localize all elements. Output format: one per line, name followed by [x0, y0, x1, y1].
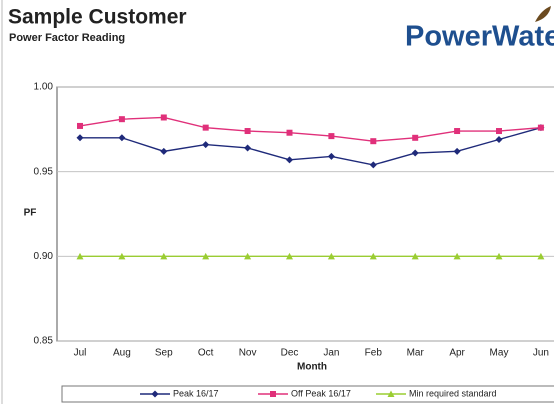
x-tick-label: Mar [407, 348, 425, 359]
y-tick-label: 1.00 [34, 82, 54, 93]
marker [76, 134, 84, 142]
series-line [80, 126, 542, 166]
logo-leaf [535, 6, 551, 22]
marker [244, 252, 252, 260]
marker [537, 124, 544, 131]
marker [244, 144, 252, 152]
x-axis-label: Month [297, 362, 327, 373]
y-axis-label: PF [24, 208, 37, 219]
marker [453, 147, 461, 155]
marker [369, 161, 377, 169]
marker [76, 252, 84, 260]
x-tick-label: Oct [198, 348, 214, 359]
x-tick-label: Apr [449, 348, 465, 359]
marker [270, 391, 276, 397]
marker [495, 135, 503, 143]
marker [412, 134, 419, 141]
x-tick-label: Sep [155, 348, 173, 359]
marker [495, 252, 503, 260]
marker [118, 134, 126, 142]
x-tick-label: Nov [239, 348, 257, 359]
y-tick-label: 0.90 [34, 251, 54, 262]
marker [286, 252, 293, 260]
x-tick-label: Jun [533, 348, 549, 359]
marker [286, 129, 293, 136]
marker [496, 128, 502, 135]
legend [61, 385, 554, 403]
legend-label: Off Peak 16/17 [291, 388, 351, 398]
marker [411, 252, 419, 260]
marker [160, 114, 167, 121]
marker [202, 124, 209, 131]
marker [118, 252, 126, 260]
marker [411, 149, 419, 157]
marker [244, 128, 251, 135]
x-tick-label: Feb [365, 348, 383, 359]
plot-area [56, 86, 554, 342]
logo: PowerWater [405, 21, 554, 53]
marker [327, 152, 335, 160]
marker [387, 390, 395, 397]
marker [369, 252, 377, 260]
y-tick-label: 0.95 [34, 166, 54, 177]
marker [453, 252, 461, 260]
x-tick-label: Dec [281, 348, 299, 359]
y-tick-label: 0.85 [34, 336, 54, 347]
legend-label: Min required standard [409, 388, 497, 398]
chart-subtitle: Power Factor Reading [9, 32, 125, 44]
marker [328, 133, 335, 140]
marker [370, 138, 377, 145]
marker [118, 116, 125, 123]
x-tick-label: Jan [323, 348, 339, 359]
marker [202, 252, 210, 260]
x-tick-label: Aug [113, 348, 131, 359]
marker [77, 122, 83, 129]
marker [151, 390, 159, 398]
marker [327, 252, 335, 260]
marker [160, 147, 168, 155]
x-tick-label: Jul [74, 348, 87, 359]
chart-title: Sample Customer [8, 6, 187, 29]
marker [537, 252, 545, 260]
x-tick-label: May [490, 348, 509, 359]
marker [454, 128, 461, 135]
marker [202, 141, 210, 149]
series-line [79, 116, 541, 142]
marker [160, 252, 168, 260]
marker [286, 156, 293, 164]
legend-label: Peak 16/17 [173, 388, 219, 398]
